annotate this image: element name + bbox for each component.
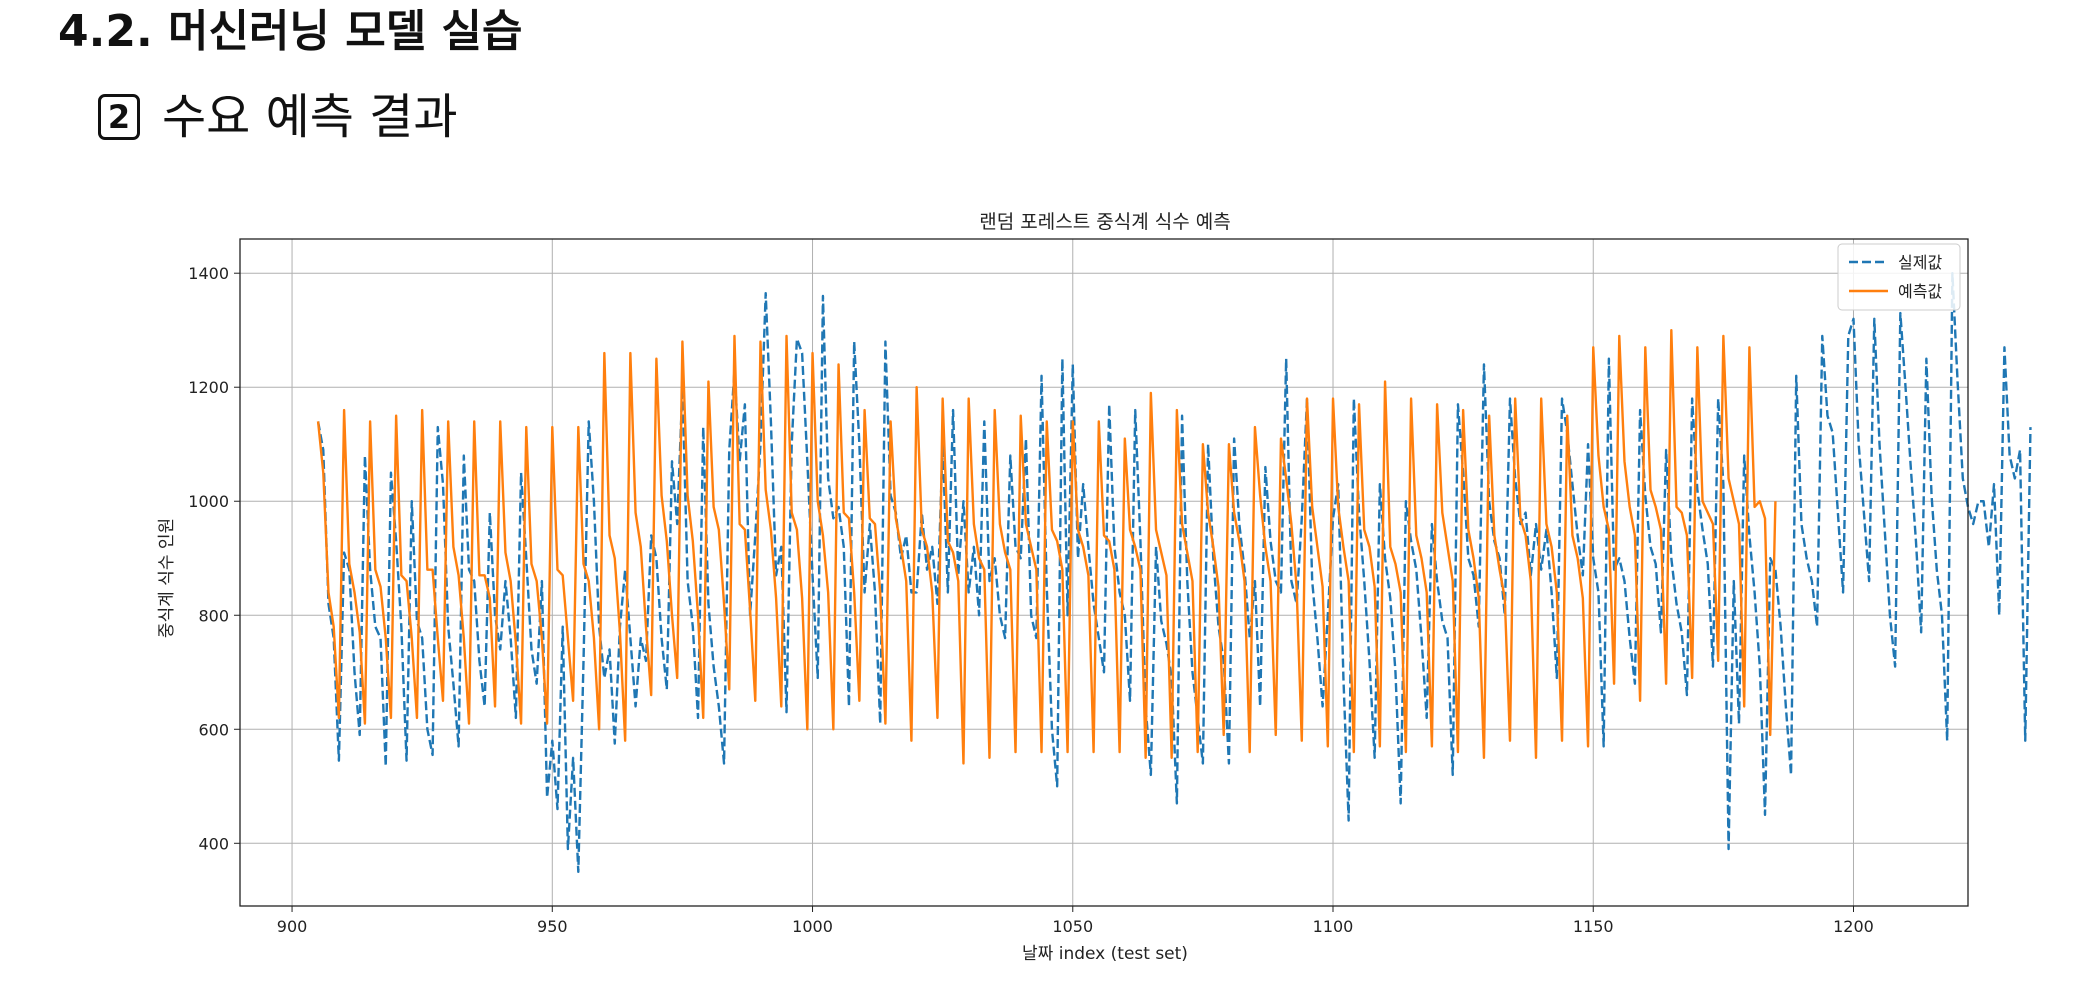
x-tick-label: 1100 [1313, 917, 1354, 936]
x-tick-label: 1000 [792, 917, 833, 936]
section-heading: 4.2. 머신러닝 모델 실습 [58, 6, 523, 57]
y-tick-label: 600 [198, 720, 229, 739]
subsection-title: 수요 예측 결과 [162, 89, 458, 145]
legend-label-actual: 실제값 [1898, 253, 1942, 272]
y-tick-label: 800 [198, 606, 229, 625]
x-tick-label: 1200 [1833, 917, 1874, 936]
series-lines [316, 272, 2032, 873]
x-tick-label: 1150 [1573, 917, 1614, 936]
number-badge: 2 [98, 94, 140, 140]
y-axis-ticks: 400 600 800 1000 1200 1400 [188, 264, 240, 853]
grid-lines [240, 239, 1968, 906]
chart-title: 랜덤 포레스트 중식계 식수 예측 [979, 211, 1230, 233]
legend-box [1837, 243, 1961, 311]
x-axis-label: 날짜 index (test set) [1022, 944, 1188, 964]
x-tick-label: 900 [277, 917, 308, 936]
plot-area-frame [239, 238, 1969, 907]
predicted-series-line [316, 329, 1777, 765]
x-tick-label: 1050 [1052, 917, 1093, 936]
y-tick-label: 1400 [188, 264, 229, 283]
legend-label-predicted: 예측값 [1898, 282, 1942, 301]
x-tick-label: 950 [537, 917, 568, 936]
actual-series-line [316, 272, 2032, 873]
y-tick-label: 400 [198, 834, 229, 853]
y-tick-label: 1200 [188, 378, 229, 397]
x-axis-ticks: 900 950 1000 1050 1100 1150 1200 [277, 906, 1874, 936]
y-tick-label: 1000 [188, 492, 229, 511]
y-axis-label: 중식계 식수 인원 [157, 518, 177, 638]
subsection-heading: 2 수요 예측 결과 [98, 82, 457, 152]
legend: 실제값 예측값 [1837, 243, 1961, 311]
